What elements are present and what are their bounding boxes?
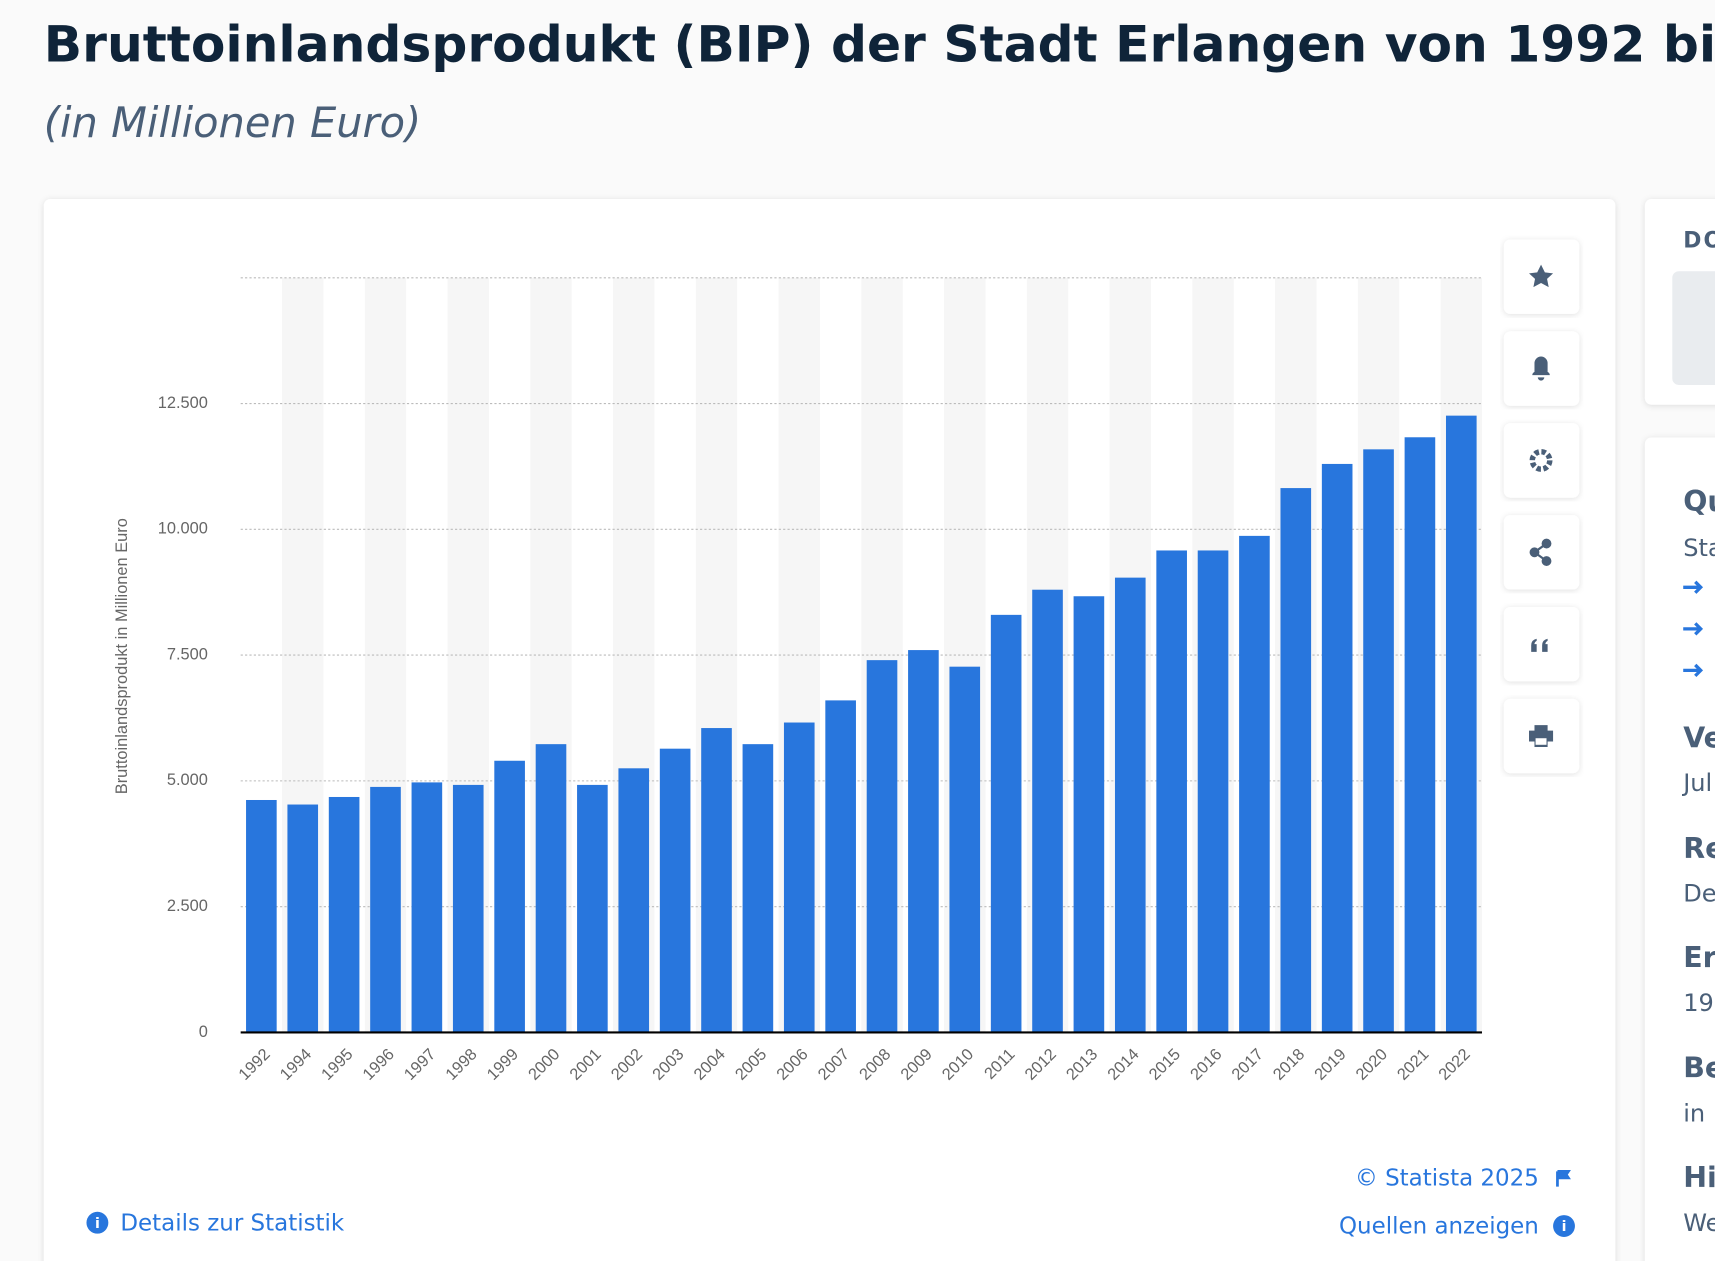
bar: [783, 722, 815, 1033]
sidebar: Qu Sta Ve Jul Re De Er 19 Be in Hi We: [1681, 485, 1715, 1237]
subtitle: (in Millionen Euro): [44, 98, 421, 147]
y-tick-label: 10.000: [158, 520, 208, 538]
bar: [370, 786, 401, 1033]
bar: [577, 784, 608, 1033]
bar: [1404, 437, 1436, 1033]
info-icon: [1553, 1215, 1575, 1237]
bar: [742, 744, 774, 1033]
side-box: [1672, 271, 1715, 385]
info-glyph: i: [1562, 1219, 1567, 1235]
bar: [535, 744, 567, 1033]
bar: [990, 614, 1022, 1033]
link-arrow: [1683, 622, 1704, 636]
bar: [825, 700, 856, 1033]
toolbar: [1503, 239, 1580, 774]
flag-icon: [1556, 1169, 1571, 1187]
side-heading: Hi: [1683, 1161, 1715, 1194]
share-button[interactable]: [1503, 515, 1580, 590]
cite-button[interactable]: [1503, 606, 1580, 682]
bar: [494, 760, 525, 1033]
side-text: 19: [1683, 989, 1714, 1017]
y-tick-label: 7.500: [167, 645, 208, 663]
info-icon: [86, 1211, 109, 1234]
side-header: DO: [1683, 229, 1715, 254]
bar: [328, 796, 360, 1033]
side-text: Jul: [1681, 769, 1712, 797]
y-tick-label: 5.000: [167, 771, 208, 789]
side-heading: Qu: [1683, 485, 1715, 518]
details-link[interactable]: Details zur Statistik: [120, 1210, 345, 1236]
bar: [908, 650, 939, 1033]
info-glyph: i: [95, 1216, 100, 1232]
bar: [1073, 596, 1105, 1033]
bar: [1321, 463, 1353, 1033]
bell-icon: [1532, 356, 1550, 381]
side-text: in: [1683, 1099, 1705, 1127]
bar: [1197, 550, 1229, 1033]
link-arrow: [1683, 663, 1704, 678]
bar: [949, 666, 981, 1033]
y-tick-label: 12.500: [158, 394, 208, 412]
y-axis-title: Bruttoinlandsprodukt in Millionen Euro: [113, 518, 131, 794]
side-heading: Be: [1683, 1052, 1715, 1085]
bar: [1280, 488, 1312, 1033]
side-heading: Ve: [1683, 721, 1715, 754]
sources-link[interactable]: Quellen anzeigen: [1339, 1214, 1539, 1240]
side-card: [1644, 437, 1715, 1261]
side-text: We: [1683, 1209, 1715, 1237]
bar: [1156, 550, 1187, 1033]
print-icon: [1529, 725, 1554, 747]
bar: [659, 748, 691, 1033]
bar: [1363, 449, 1394, 1033]
side-text: Sta: [1683, 534, 1715, 562]
side-text: De: [1683, 880, 1715, 908]
bar: [1032, 589, 1063, 1033]
quote-icon: [1531, 638, 1548, 652]
settings-button[interactable]: [1503, 423, 1580, 498]
bar: [411, 782, 443, 1033]
link-arrow: [1683, 580, 1704, 594]
bar: [287, 804, 319, 1033]
y-tick-label: 2.500: [167, 897, 208, 915]
bar: [246, 799, 277, 1033]
y-tick-label: 0: [199, 1023, 208, 1041]
side-heading: Re: [1683, 832, 1715, 865]
bar: [1114, 577, 1146, 1033]
side-heading: Er: [1683, 941, 1715, 974]
gear-icon: [1529, 448, 1553, 472]
share-icon: [1529, 538, 1552, 566]
print-paper: [1535, 738, 1547, 745]
bar: [866, 660, 898, 1033]
bar: [701, 728, 732, 1033]
bar: [618, 768, 650, 1033]
bar: [1445, 415, 1477, 1033]
star-icon: [1529, 264, 1554, 288]
copyright[interactable]: © Statista 2025: [1355, 1165, 1539, 1191]
title: Bruttoinlandsprodukt (BIP) der Stadt Erl…: [44, 15, 1715, 74]
bar: [452, 784, 484, 1033]
bar: [1239, 535, 1270, 1033]
